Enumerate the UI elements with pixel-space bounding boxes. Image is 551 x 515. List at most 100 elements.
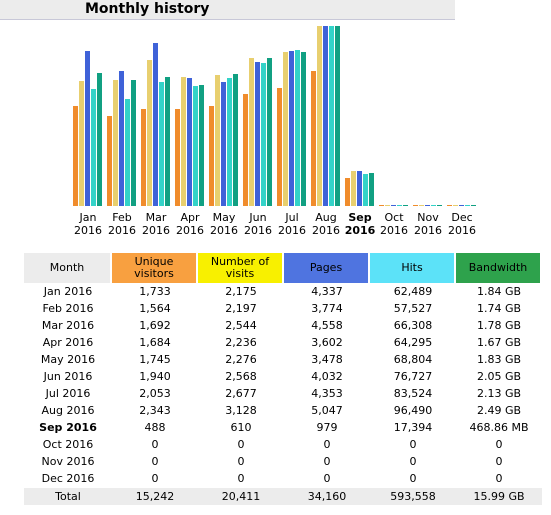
x-tick-year-label: 2016 [380, 224, 408, 237]
cell-hits: 57,527 [393, 302, 433, 315]
x-tick-year-label: 2016 [448, 224, 476, 237]
cell-hits: 96,490 [393, 404, 433, 417]
table-row: Oct 2016 0 0 0 0 0 [24, 436, 542, 453]
table-row: Sep 2016 488 610 979 17,394 468.86 MB [24, 419, 542, 436]
bar-bandwidth-mar [165, 77, 170, 206]
bar-pages-jul [289, 51, 294, 206]
cell-hits: 0 [409, 472, 417, 485]
table-row: Nov 2016 0 0 0 0 0 [24, 453, 542, 470]
cell-month: Dec 2016 [41, 472, 95, 485]
cell-pages: 3,774 [311, 302, 343, 315]
bar-number-of-visits-feb [113, 80, 118, 206]
cell-pages: 3,478 [311, 353, 343, 366]
cell-bandwidth: 0 [495, 472, 503, 485]
bar-unique-visitors-jun [243, 94, 248, 206]
col-header-month: Month [24, 253, 112, 283]
table-row: May 2016 1,745 2,276 3,478 68,804 1.83 GB [24, 351, 542, 368]
monthly-stats-table: Month Unique visitors Number of visits Pag… [24, 253, 542, 505]
cell-hits: 76,727 [393, 370, 433, 383]
bar-pages-sep [357, 171, 362, 206]
cell-number-of-visits: 0 [237, 455, 245, 468]
x-tick-month-label: Oct [384, 211, 404, 224]
table-total-row: Total 15,242 20,411 34,160 593,558 15.99 GB [24, 487, 542, 505]
cell-month: Jun 2016 [43, 370, 93, 383]
cell-number-of-visits: 610 [230, 421, 252, 434]
bar-number-of-visits-may [215, 75, 220, 206]
x-tick-month-label: Jun [248, 211, 266, 224]
bar-unique-visitors-jan [73, 106, 78, 206]
bar-hits-aug [329, 26, 334, 206]
cell-number-of-visits: 0 [237, 472, 245, 485]
x-tick-year-label: 2016 [414, 224, 442, 237]
cell-number-of-visits: 0 [237, 438, 245, 451]
total-unique-visitors: 15,242 [112, 487, 198, 505]
bar-unique-visitors-aug [311, 71, 316, 206]
cell-bandwidth: 2.13 GB [476, 387, 522, 400]
bar-unique-visitors-feb [107, 116, 112, 206]
bar-bandwidth-dec [471, 205, 476, 206]
cell-pages: 4,337 [311, 285, 343, 298]
bar-hits-oct [397, 205, 402, 206]
bar-hits-jun [261, 63, 266, 206]
bar-number-of-visits-nov [419, 205, 424, 206]
x-tick-month-label: Jan [79, 211, 97, 224]
cell-hits: 0 [409, 438, 417, 451]
cell-hits: 0 [409, 455, 417, 468]
cell-hits: 66,308 [393, 319, 433, 332]
total-hits: 593,558 [370, 487, 456, 505]
table-row: Mar 2016 1,692 2,544 4,558 66,308 1.78 GB [24, 317, 542, 334]
bar-bandwidth-may [233, 74, 238, 206]
cell-number-of-visits: 3,128 [225, 404, 257, 417]
x-tick-year-label: 2016 [176, 224, 204, 237]
x-tick-year-label: 2016 [278, 224, 306, 237]
x-tick-month-label: May [213, 211, 236, 224]
bar-pages-aug [323, 26, 328, 206]
cell-unique-visitors: 2,343 [139, 404, 171, 417]
total-pages: 34,160 [284, 487, 370, 505]
cell-unique-visitors: 488 [144, 421, 166, 434]
cell-bandwidth: 0 [495, 455, 503, 468]
cell-bandwidth: 1.84 GB [476, 285, 522, 298]
bar-unique-visitors-sep [345, 178, 350, 206]
cell-month: Jan 2016 [43, 285, 93, 298]
bar-pages-feb [119, 71, 124, 206]
bar-number-of-visits-jun [249, 58, 254, 206]
bar-pages-nov [425, 205, 430, 206]
x-tick-month-label: Dec [451, 211, 472, 224]
x-tick-year-label: 2016 [345, 224, 376, 237]
table-row: Aug 2016 2,343 3,128 5,047 96,490 2.49 GB [24, 402, 542, 419]
cell-bandwidth: 468.86 MB [469, 421, 529, 434]
header-spacer [455, 0, 551, 19]
table-row: Jan 2016 1,733 2,175 4,337 62,489 1.84 GB [24, 283, 542, 300]
bar-number-of-visits-dec [453, 205, 458, 206]
cell-number-of-visits: 2,175 [225, 285, 257, 298]
cell-unique-visitors: 1,564 [139, 302, 171, 315]
section-title: Monthly history [85, 1, 210, 17]
cell-bandwidth: 1.78 GB [476, 319, 522, 332]
bar-number-of-visits-jan [79, 81, 84, 206]
x-tick-month-label: Mar [146, 211, 167, 224]
table-row: Feb 2016 1,564 2,197 3,774 57,527 1.74 GB [24, 300, 542, 317]
bar-unique-visitors-apr [175, 109, 180, 206]
cell-month: Oct 2016 [42, 438, 94, 451]
cell-pages: 0 [323, 455, 331, 468]
col-header-bandwidth: Bandwidth [456, 253, 542, 283]
cell-bandwidth: 2.05 GB [476, 370, 522, 383]
cell-bandwidth: 1.67 GB [476, 336, 522, 349]
total-bandwidth: 15.99 GB [456, 487, 542, 505]
cell-month: Nov 2016 [41, 455, 95, 468]
section-header-bar: Monthly history [0, 0, 455, 20]
bar-unique-visitors-oct [379, 205, 384, 206]
table-row: Jun 2016 1,940 2,568 4,032 76,727 2.05 GB [24, 368, 542, 385]
bar-unique-visitors-jul [277, 88, 282, 206]
x-tick-year-label: 2016 [108, 224, 136, 237]
cell-month: Apr 2016 [42, 336, 94, 349]
bar-unique-visitors-mar [141, 109, 146, 206]
x-tick-month-label: Jul [284, 211, 298, 224]
cell-pages: 3,602 [311, 336, 343, 349]
cell-pages: 5,047 [311, 404, 343, 417]
bar-bandwidth-sep [369, 173, 374, 206]
bar-bandwidth-aug [335, 26, 340, 206]
cell-unique-visitors: 1,733 [139, 285, 171, 298]
bar-hits-may [227, 78, 232, 206]
